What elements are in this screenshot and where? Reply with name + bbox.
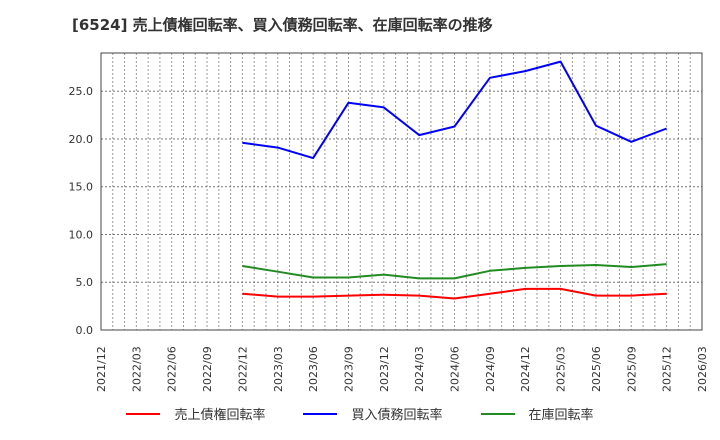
svg-text:2023/09: 2023/09 — [342, 346, 355, 392]
svg-text:2024/09: 2024/09 — [484, 346, 497, 392]
svg-text:2024/06: 2024/06 — [449, 346, 462, 392]
legend-label: 売上債権回転率 — [174, 408, 266, 423]
svg-text:25.0: 25.0 — [69, 85, 94, 98]
svg-text:2023/03: 2023/03 — [272, 346, 285, 392]
svg-text:2022/06: 2022/06 — [166, 346, 179, 392]
svg-text:2025/06: 2025/06 — [590, 346, 603, 392]
svg-text:2021/12: 2021/12 — [95, 346, 108, 392]
svg-text:2022/12: 2022/12 — [236, 346, 249, 392]
svg-text:2025/09: 2025/09 — [625, 346, 638, 392]
legend-item-receivables: 売上債権回転率 — [126, 404, 265, 423]
svg-text:0.0: 0.0 — [76, 324, 94, 337]
svg-text:15.0: 15.0 — [69, 181, 94, 194]
svg-text:2022/09: 2022/09 — [201, 346, 214, 392]
chart-legend: 売上債権回転率 買入債務回転率 在庫回転率 — [0, 404, 720, 423]
svg-text:2023/06: 2023/06 — [307, 346, 320, 392]
legend-label: 在庫回転率 — [528, 408, 594, 423]
svg-text:2024/03: 2024/03 — [413, 346, 426, 392]
legend-swatch-red — [126, 412, 161, 415]
legend-item-inventory: 在庫回転率 — [480, 404, 594, 423]
svg-text:10.0: 10.0 — [69, 228, 94, 241]
legend-label: 買入債務回転率 — [351, 408, 443, 423]
svg-text:2025/03: 2025/03 — [555, 346, 568, 392]
svg-text:2022/03: 2022/03 — [130, 346, 143, 392]
svg-text:20.0: 20.0 — [69, 133, 94, 146]
svg-text:5.0: 5.0 — [76, 276, 94, 289]
legend-swatch-blue — [303, 412, 338, 415]
legend-item-payables: 買入債務回転率 — [303, 404, 443, 423]
legend-swatch-green — [480, 412, 515, 415]
svg-text:2023/12: 2023/12 — [378, 346, 391, 392]
svg-text:2026/03: 2026/03 — [696, 346, 709, 392]
svg-text:2024/12: 2024/12 — [519, 346, 532, 392]
chart-title: [6524] 売上債権回転率、買入債務回転率、在庫回転率の推移 — [72, 16, 493, 34]
svg-text:2025/12: 2025/12 — [661, 346, 674, 392]
